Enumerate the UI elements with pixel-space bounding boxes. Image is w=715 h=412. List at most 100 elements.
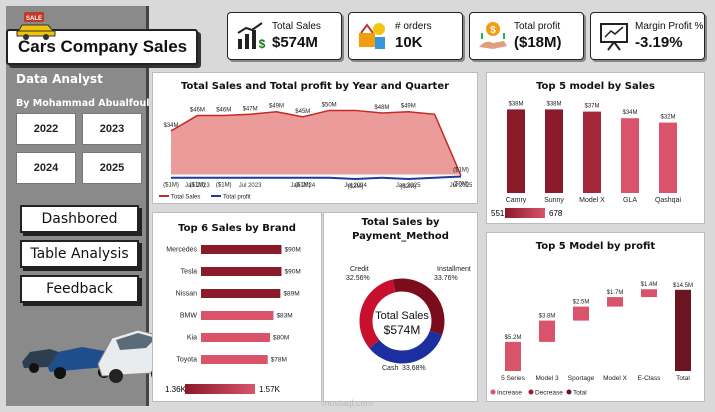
brand-bar-label: $90M — [285, 247, 301, 254]
waterfall-legend-dot — [528, 389, 534, 395]
slice-name-label: Installment — [437, 266, 471, 273]
sales-data-label: $48M — [374, 105, 389, 111]
sales-data-label: $50M — [322, 102, 337, 108]
sales-area — [171, 110, 461, 176]
waterfall-legend-label: Total — [573, 390, 587, 397]
waterfall-bar-label: $3.8M — [539, 314, 556, 320]
sales-data-label: $34M — [163, 123, 178, 129]
role-label: Data Analyst — [16, 72, 103, 86]
kpi-card-margin-profit: Margin Profit % -3.19% — [590, 12, 705, 60]
year-button-2022[interactable]: 2022 — [16, 113, 76, 145]
kpi-card-total-profit: $ Total profit ($18M) — [469, 12, 584, 60]
year-button-2025[interactable]: 2025 — [82, 152, 142, 184]
sales-line — [170, 109, 462, 177]
brand-category-label: Tesla — [181, 269, 197, 276]
kpi-value: $574M — [272, 34, 318, 51]
slice-pct-label: 33.76% — [434, 275, 458, 282]
donut-center-value: $574M — [384, 323, 421, 337]
waterfall-category-label: Model X — [603, 375, 628, 382]
brand-slicer-min: 1.36K — [165, 385, 186, 394]
svg-text:$: $ — [490, 25, 496, 36]
year-button-2023[interactable]: 2023 — [82, 113, 142, 145]
waterfall-category-label: E-Class — [638, 375, 662, 382]
sales-data-label: $49M — [269, 104, 284, 110]
year-button-2024[interactable]: 2024 — [16, 152, 76, 184]
logo-text: SALE — [26, 16, 42, 22]
payment-donut-chart: Total Sales$574M Credit 32.56% Installment 3… — [346, 266, 471, 372]
sales-bar-label: $38M — [546, 101, 561, 107]
waterfall-category-label: Total — [676, 375, 690, 382]
brand-bar — [201, 311, 274, 320]
waterfall-bar-label: $2.5M — [573, 300, 590, 306]
payment-panel: Total Sales by Payment_Method Total Sale… — [323, 212, 478, 402]
brand-sales-title: Top 6 Sales by Brand — [178, 223, 296, 234]
profit-data-label: ($1M) — [163, 183, 179, 189]
nav-feedback-button[interactable]: Feedback — [20, 275, 139, 303]
waterfall-panel: Top 5 Model by profit $5.2M 5 Series $3.8M… — [486, 232, 705, 402]
brand-bar — [201, 333, 270, 342]
cars-image — [22, 329, 170, 383]
brand-bar-label: $89M — [283, 291, 299, 298]
sales-data-label: ($1M) — [453, 168, 469, 174]
brand-category-label: BMW — [180, 313, 198, 320]
waterfall-bar — [607, 297, 623, 307]
top5-sales-chart: $38M Camry $38M Sunny $37M Model X $34M GLA $32M… — [506, 101, 682, 204]
brand-category-label: Kia — [187, 335, 197, 342]
waterfall-chart: $5.2M 5 Series $3.8M Model 3 $2.5M Sportage $1… — [490, 282, 693, 397]
x-tick-label: Jul 2023 — [239, 183, 262, 189]
payment-title-line1: Total Sales by — [361, 217, 440, 228]
area-chart-panel: Total Sales and Total profit by Year and… — [152, 72, 478, 204]
kpi-card-orders: # orders 10K — [348, 12, 463, 60]
brand-range-slider[interactable] — [185, 384, 255, 394]
slice-name-label: Credit — [350, 266, 369, 273]
profit-data-label: ($1M) — [216, 183, 232, 189]
brand-bar — [201, 355, 268, 364]
brand-category-label: Mercedes — [166, 247, 197, 254]
sales-bar — [659, 122, 677, 193]
brand-bar-label: $80M — [273, 335, 289, 342]
brand-slicer-max: 1.57K — [259, 385, 280, 394]
kpi-value: 10K — [395, 34, 423, 51]
slice-pct-label: 32.56% — [346, 275, 370, 282]
waterfall-legend-label: Increase — [497, 390, 522, 397]
sales-data-label: $46M — [190, 108, 205, 114]
profit-data-label: ($1M) — [295, 183, 311, 189]
sales-range-slider[interactable] — [505, 208, 545, 218]
profit-icon: $ — [479, 22, 507, 49]
waterfall-bar — [505, 341, 521, 371]
sales-bar — [583, 111, 601, 193]
x-tick-label: Jan 2024 — [290, 183, 315, 189]
sales-slicer-min: 551 — [491, 209, 505, 218]
svg-text:$: $ — [259, 37, 266, 51]
brand-sales-chart: Mercedes $90M Tesla $90M Nissan $89M BMW $83M Ki… — [166, 245, 301, 364]
sales-bar-label: $32M — [660, 115, 675, 121]
sales-category-label: Qashqai — [655, 197, 682, 204]
brand-bar — [201, 267, 282, 276]
sales-bar-label: $37M — [584, 104, 599, 110]
nav-table-analysis-button[interactable]: Table Analysis — [20, 240, 139, 268]
waterfall-bar-label: $5.2M — [505, 335, 522, 341]
waterfall-title: Top 5 Model by profit — [535, 241, 656, 252]
area-chart-title: Total Sales and Total profit by Year and… — [180, 81, 450, 92]
dashboard-title: Cars Company Sales — [18, 37, 188, 56]
donut-center-label: Total Sales — [375, 310, 429, 322]
brand-bar — [201, 289, 281, 298]
nav-dashboard-button[interactable]: Dashbored — [20, 205, 139, 233]
sales-category-label: Model X — [579, 197, 605, 204]
top5-sales-panel: Top 5 model by Sales $38M Camry $38M Sunny $… — [486, 72, 705, 224]
sales-data-label: $46M — [216, 108, 231, 114]
waterfall-bar — [675, 289, 691, 371]
top5-sales-title: Top 5 model by Sales — [536, 81, 655, 92]
sales-data-label: $49M — [401, 104, 416, 110]
waterfall-bar — [641, 289, 657, 298]
sales-bar — [507, 109, 525, 193]
slice-pct-label: 33.68% — [402, 365, 426, 372]
donut-slice — [359, 278, 445, 364]
margin-board-icon — [600, 23, 628, 51]
waterfall-bar — [573, 306, 589, 321]
waterfall-category-label: Sportage — [568, 375, 595, 382]
x-tick-label: Jan 2025 — [396, 183, 421, 189]
author-label: By Mohammad Abualfoul — [16, 98, 150, 109]
sales-bar — [545, 109, 563, 193]
kpi-label: Total profit — [514, 21, 561, 32]
